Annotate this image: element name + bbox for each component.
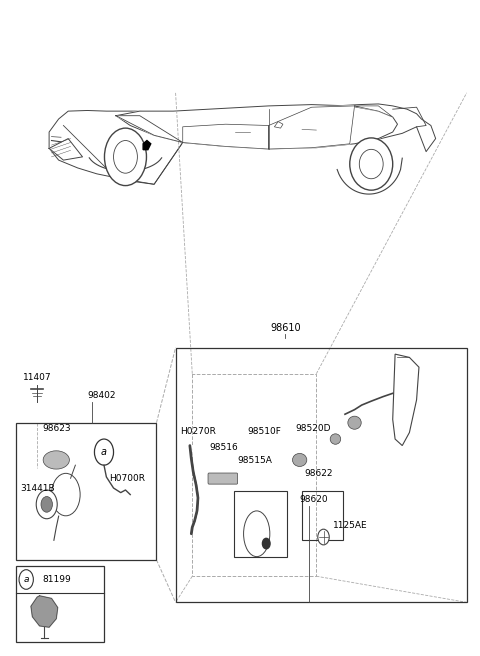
Ellipse shape — [51, 474, 80, 516]
Text: 98402: 98402 — [87, 391, 116, 400]
Circle shape — [36, 490, 57, 519]
Text: 98622: 98622 — [304, 469, 333, 478]
Text: 1125AE: 1125AE — [333, 522, 368, 531]
Text: 98610: 98610 — [270, 323, 300, 333]
Polygon shape — [183, 124, 269, 149]
Text: 98620: 98620 — [300, 495, 328, 504]
Circle shape — [41, 497, 52, 512]
Circle shape — [105, 128, 146, 186]
Polygon shape — [116, 115, 183, 142]
Circle shape — [263, 539, 270, 549]
Text: 98516: 98516 — [209, 443, 238, 452]
Text: 11407: 11407 — [23, 373, 51, 382]
Polygon shape — [275, 121, 283, 128]
Text: a: a — [101, 447, 107, 457]
Text: a: a — [24, 575, 29, 584]
Text: 98623: 98623 — [42, 424, 71, 432]
Text: H0700R: H0700R — [109, 474, 145, 483]
Text: H0270R: H0270R — [180, 427, 216, 436]
Text: 31441B: 31441B — [21, 483, 55, 493]
Circle shape — [114, 140, 137, 173]
Polygon shape — [49, 104, 436, 184]
Polygon shape — [393, 354, 419, 445]
Ellipse shape — [348, 416, 361, 429]
Polygon shape — [49, 138, 83, 160]
Bar — [16, 422, 156, 560]
Ellipse shape — [330, 434, 341, 444]
Polygon shape — [116, 104, 397, 148]
Polygon shape — [143, 140, 151, 150]
Text: 81199: 81199 — [42, 575, 71, 584]
Ellipse shape — [360, 150, 383, 178]
Polygon shape — [269, 106, 355, 149]
Circle shape — [95, 439, 114, 465]
Bar — [234, 491, 287, 557]
Bar — [302, 491, 343, 541]
Polygon shape — [355, 106, 393, 117]
Text: 98515A: 98515A — [238, 456, 273, 465]
Circle shape — [19, 569, 34, 589]
Ellipse shape — [350, 138, 393, 190]
Bar — [16, 566, 104, 642]
Ellipse shape — [43, 451, 70, 469]
Bar — [176, 348, 467, 602]
Polygon shape — [31, 596, 58, 627]
Text: 98510F: 98510F — [247, 427, 281, 436]
Ellipse shape — [243, 511, 270, 557]
Circle shape — [318, 529, 329, 545]
Text: 98520D: 98520D — [295, 424, 330, 432]
Ellipse shape — [292, 453, 307, 466]
FancyBboxPatch shape — [208, 473, 238, 484]
